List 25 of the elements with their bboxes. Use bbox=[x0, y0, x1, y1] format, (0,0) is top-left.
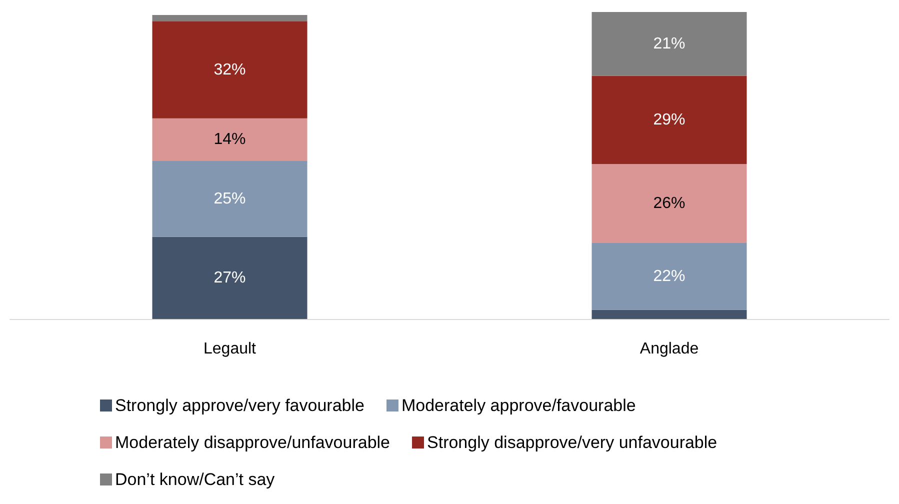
bar bbox=[592, 310, 747, 319]
data-label: 25% bbox=[214, 190, 246, 208]
x-tick-label: Legault bbox=[204, 340, 257, 358]
bar bbox=[152, 160, 308, 237]
bar bbox=[592, 12, 747, 76]
bar bbox=[592, 76, 747, 164]
bar bbox=[152, 15, 308, 22]
x-tick-label: Anglade bbox=[640, 340, 699, 358]
data-label: 29% bbox=[653, 111, 686, 128]
data-label: 32% bbox=[214, 61, 246, 78]
data-label: 22% bbox=[653, 268, 686, 285]
legend-label: Strongly disapprove/very unfavourable bbox=[427, 433, 718, 452]
bar bbox=[152, 236, 308, 319]
legend-label: Strongly approve/very favourable bbox=[115, 396, 364, 415]
bar bbox=[152, 21, 308, 118]
data-label: 14% bbox=[214, 131, 246, 148]
legend-label: Moderately approve/favourable bbox=[401, 396, 636, 415]
bar bbox=[592, 243, 747, 310]
bar bbox=[592, 164, 747, 244]
legend-label: Moderately disapprove/unfavourable bbox=[115, 433, 390, 452]
data-label: 21% bbox=[653, 35, 686, 52]
bar bbox=[152, 118, 308, 161]
data-label: 27% bbox=[214, 269, 246, 286]
legend-label: Don’t know/Can’t say bbox=[115, 470, 276, 489]
data-label: 26% bbox=[653, 194, 686, 212]
